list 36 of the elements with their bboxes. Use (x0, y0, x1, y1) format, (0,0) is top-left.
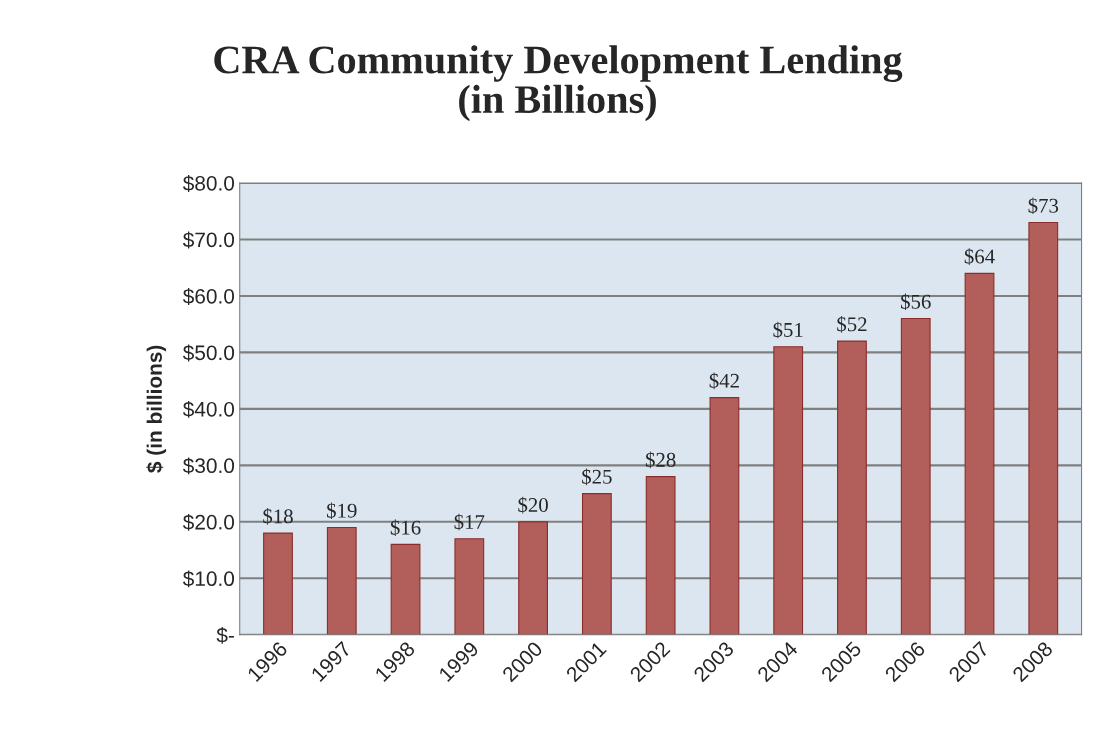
y-tick-label: $30.0 (182, 457, 235, 475)
bar (454, 538, 485, 635)
data-label: $73 (1028, 197, 1059, 215)
y-tick-label: $50.0 (182, 344, 235, 362)
data-label: $16 (390, 519, 421, 537)
bar (837, 340, 867, 635)
y-tick-label: $20.0 (182, 513, 235, 531)
bar (390, 543, 421, 635)
y-axis-title: $ (in billions) (146, 345, 167, 473)
y-tick-label: $80.0 (182, 175, 235, 192)
bar (709, 397, 740, 635)
data-label: $18 (263, 508, 293, 525)
y-tick-label: $- (216, 626, 234, 644)
chart-title: CRA Community Development Lending (in Billions) (214, 45, 903, 122)
bar (518, 521, 548, 635)
bar (581, 493, 612, 635)
data-label: $52 (837, 316, 867, 333)
bar (964, 272, 995, 635)
y-tick-label: $40.0 (182, 401, 235, 418)
bar (263, 532, 293, 635)
data-label: $51 (773, 321, 803, 339)
data-label: $64 (964, 248, 995, 265)
y-tick-label: $10.0 (182, 570, 235, 588)
bar (1028, 221, 1059, 635)
y-tick-label: $70.0 (182, 231, 235, 249)
bar (645, 476, 676, 635)
bar (773, 346, 804, 635)
data-label: $56 (901, 293, 931, 311)
y-tick-label: $60.0 (182, 288, 235, 305)
data-label: $25 (582, 468, 612, 486)
bar (900, 317, 931, 635)
data-label: $19 (327, 502, 357, 520)
data-label: $20 (518, 496, 548, 514)
data-label: $42 (709, 372, 739, 390)
bar (326, 526, 357, 635)
data-label: $28 (645, 451, 676, 469)
